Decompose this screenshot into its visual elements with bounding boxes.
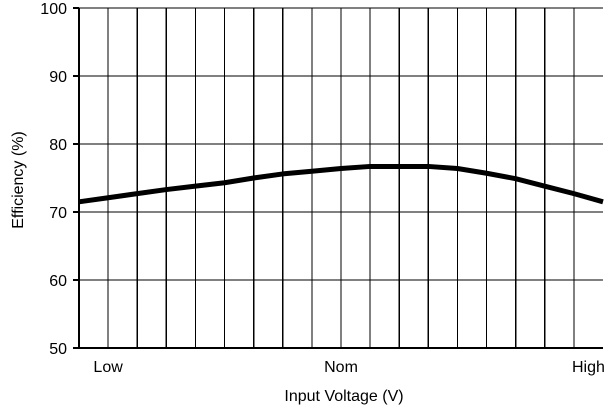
y-tick-label: 50 (49, 341, 67, 358)
x-axis-label: Input Voltage (V) (284, 388, 403, 405)
y-tick-label: 90 (49, 69, 67, 86)
y-tick-label: 60 (49, 273, 67, 290)
y-tick-label: 70 (49, 205, 67, 222)
y-axis-label: Efficiency (%) (10, 131, 27, 229)
x-tick-label: Nom (324, 359, 358, 376)
grid (79, 7, 603, 348)
tick-labels: 50 60 70 80 90 100 Low Nom High (40, 1, 605, 376)
y-tick-label: 100 (40, 1, 67, 18)
efficiency-series-line (78, 163, 604, 205)
x-tick-label: Low (93, 359, 123, 376)
y-tick-label: 80 (49, 137, 67, 154)
x-tick-label: High (572, 359, 605, 376)
series (78, 163, 604, 205)
axes (73, 7, 603, 349)
